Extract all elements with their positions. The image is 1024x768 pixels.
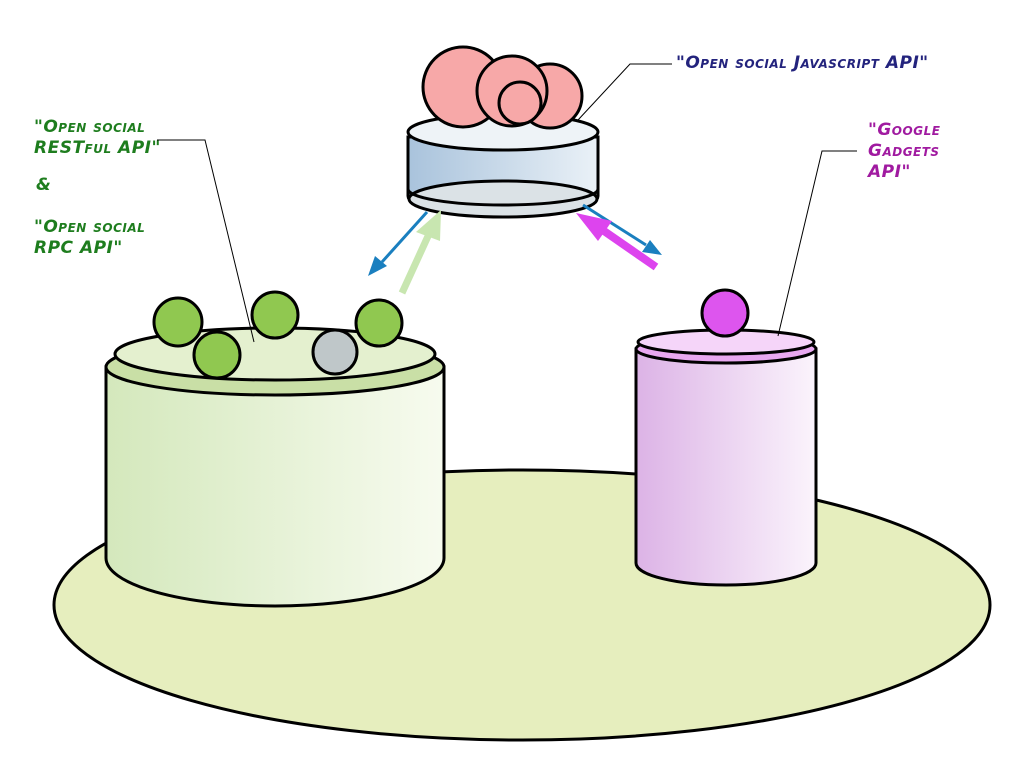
label-restful-api: "Open social RESTful API" xyxy=(34,117,161,159)
label-ampersand: & xyxy=(36,175,52,195)
leader-line-restful xyxy=(157,139,255,343)
leader-line-javascript xyxy=(577,63,672,121)
gadget-ball-purple xyxy=(700,288,750,338)
arrow-blue-left xyxy=(368,210,429,276)
javascript-api-bubbles xyxy=(421,45,584,130)
gadget-ball xyxy=(250,290,300,340)
gadget-ball xyxy=(192,330,242,380)
label-gadgets-line1: "Google xyxy=(868,120,941,140)
gadget-ball xyxy=(354,298,404,348)
gadget-ball-gray xyxy=(311,328,359,376)
google-gadgets-cylinder xyxy=(634,328,818,587)
label-restful-line2: RESTful API" xyxy=(34,138,161,158)
javascript-api-cylinder xyxy=(406,112,600,219)
arrow-magenta xyxy=(576,213,659,271)
opensocial-container-cylinder xyxy=(104,326,446,608)
label-google-gadgets-api: "Google Gadgets API" xyxy=(868,120,940,183)
leader-lines xyxy=(157,63,857,343)
arrow-blue-right xyxy=(582,203,662,255)
label-rpc-api: "Open social RPC API" xyxy=(34,217,145,259)
arrow-light-green xyxy=(398,210,441,295)
label-rpc-line1: "Open social xyxy=(34,217,146,237)
gadget-balls xyxy=(152,290,404,380)
gadget-ball xyxy=(152,296,204,348)
label-gadgets-line3: API" xyxy=(868,162,911,182)
leader-line-gadgets xyxy=(777,150,857,337)
label-rpc-line2: RPC API" xyxy=(34,238,123,258)
label-javascript-api: "Open social Javascript API" xyxy=(676,53,929,73)
label-gadgets-line2: Gadgets xyxy=(868,141,940,161)
label-restful-line1: "Open social xyxy=(34,117,146,137)
arrows xyxy=(368,203,662,295)
